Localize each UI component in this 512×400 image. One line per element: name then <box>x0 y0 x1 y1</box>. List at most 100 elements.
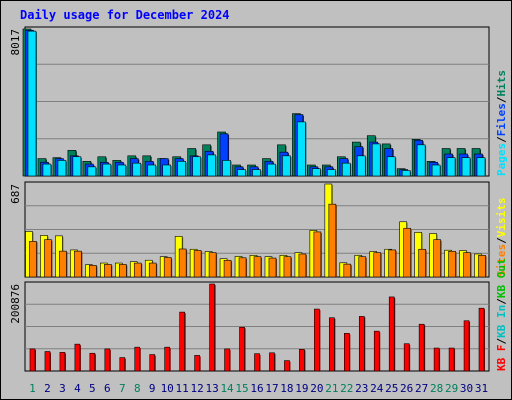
legend-item: KB F <box>495 345 508 372</box>
bar <box>132 162 142 177</box>
bar <box>59 250 67 278</box>
x-tick-label: 17 <box>265 382 278 395</box>
bar <box>478 307 485 372</box>
x-tick-label: 1 <box>29 382 36 395</box>
y-max-label: 8017 <box>9 29 22 56</box>
bar <box>104 264 112 278</box>
bar <box>237 169 246 177</box>
bar <box>252 169 261 177</box>
x-tick-label: 29 <box>445 382 458 395</box>
bar <box>418 248 426 278</box>
x-tick-label: 30 <box>460 382 473 395</box>
bar <box>328 203 337 278</box>
bar <box>401 170 411 177</box>
bar <box>344 333 350 372</box>
legend: Pages/Files/Hits <box>495 70 508 176</box>
x-tick-label: 16 <box>250 382 263 395</box>
bar <box>133 262 142 278</box>
bar <box>448 250 456 278</box>
x-tick-label: 28 <box>430 382 443 395</box>
bar <box>29 241 37 278</box>
legend-item: / <box>495 298 508 305</box>
x-tick-label: 8 <box>134 382 141 395</box>
y-max-label: 200876 <box>9 284 22 324</box>
bar <box>194 355 200 372</box>
bar <box>149 354 156 372</box>
bar <box>208 252 217 278</box>
legend-item: KB Out <box>495 258 508 298</box>
bar <box>253 256 262 278</box>
bar <box>179 311 185 372</box>
legend-item: / <box>495 237 508 244</box>
legend-item: Files <box>495 103 508 136</box>
legend-item: / <box>495 338 508 345</box>
x-tick-label: 10 <box>161 382 174 395</box>
panel-visits-sites: 687 Sites/Visits <box>9 181 508 278</box>
x-tick-label: 2 <box>44 382 51 395</box>
bar <box>416 144 426 177</box>
bar <box>298 253 307 278</box>
bar <box>74 250 82 278</box>
bar <box>104 348 111 372</box>
x-tick-label: 23 <box>355 382 368 395</box>
x-tick-label: 7 <box>119 382 126 395</box>
bar <box>312 168 321 177</box>
bar <box>358 256 367 278</box>
bar <box>74 343 81 372</box>
legend-item: Sites <box>495 244 508 277</box>
bar <box>239 326 245 372</box>
bar <box>118 264 127 278</box>
legend-item: Visits <box>495 198 508 238</box>
bar <box>297 121 306 177</box>
bar <box>269 352 275 372</box>
x-axis-labels: 1 2 3 4 5 6 7 8 9 10 11 12 13 14 15 16 17 18 19 20 21 22 23 24 2… <box>29 382 488 395</box>
series-pages <box>27 30 487 177</box>
bar <box>209 283 215 372</box>
x-tick-label: 24 <box>370 382 384 395</box>
x-tick-label: 19 <box>295 382 308 395</box>
bar <box>119 357 126 372</box>
bar <box>59 352 66 372</box>
bar <box>193 250 202 278</box>
bar <box>403 343 410 372</box>
bar <box>148 262 157 278</box>
legend-item: / <box>495 96 508 103</box>
x-tick-label: 12 <box>191 382 204 395</box>
bar <box>299 349 305 372</box>
x-tick-label: 3 <box>59 382 66 395</box>
x-tick-label: 26 <box>400 382 413 395</box>
bar <box>446 157 456 177</box>
legend-item: / <box>495 136 508 143</box>
bar <box>117 164 127 177</box>
bar <box>89 265 97 278</box>
bar <box>284 360 290 372</box>
bar <box>254 353 260 372</box>
bar <box>388 296 395 372</box>
x-tick-label: 31 <box>475 382 488 395</box>
x-tick-label: 15 <box>235 382 248 395</box>
bar <box>178 248 187 278</box>
bar <box>371 143 381 177</box>
bar <box>343 263 352 278</box>
legend-item: Pages <box>495 143 508 176</box>
bar <box>433 239 441 278</box>
series-sites <box>29 203 487 278</box>
bar <box>224 348 230 372</box>
bar <box>192 156 201 177</box>
bar <box>134 346 141 372</box>
bar <box>164 346 170 372</box>
legend: KB F/KB In/KB Out <box>495 258 508 371</box>
bar <box>283 256 292 278</box>
bar <box>314 308 320 372</box>
bar <box>147 164 157 177</box>
bar <box>386 156 396 177</box>
bar <box>403 227 411 278</box>
legend-item: KB In <box>495 305 508 338</box>
y-max-label: 687 <box>9 184 22 204</box>
bar <box>222 160 231 177</box>
x-tick-label: 20 <box>310 382 323 395</box>
bar <box>461 157 471 177</box>
panel-hits-files-pages: 8017 Pages/Files/Hits <box>9 26 508 177</box>
bar <box>433 347 440 372</box>
